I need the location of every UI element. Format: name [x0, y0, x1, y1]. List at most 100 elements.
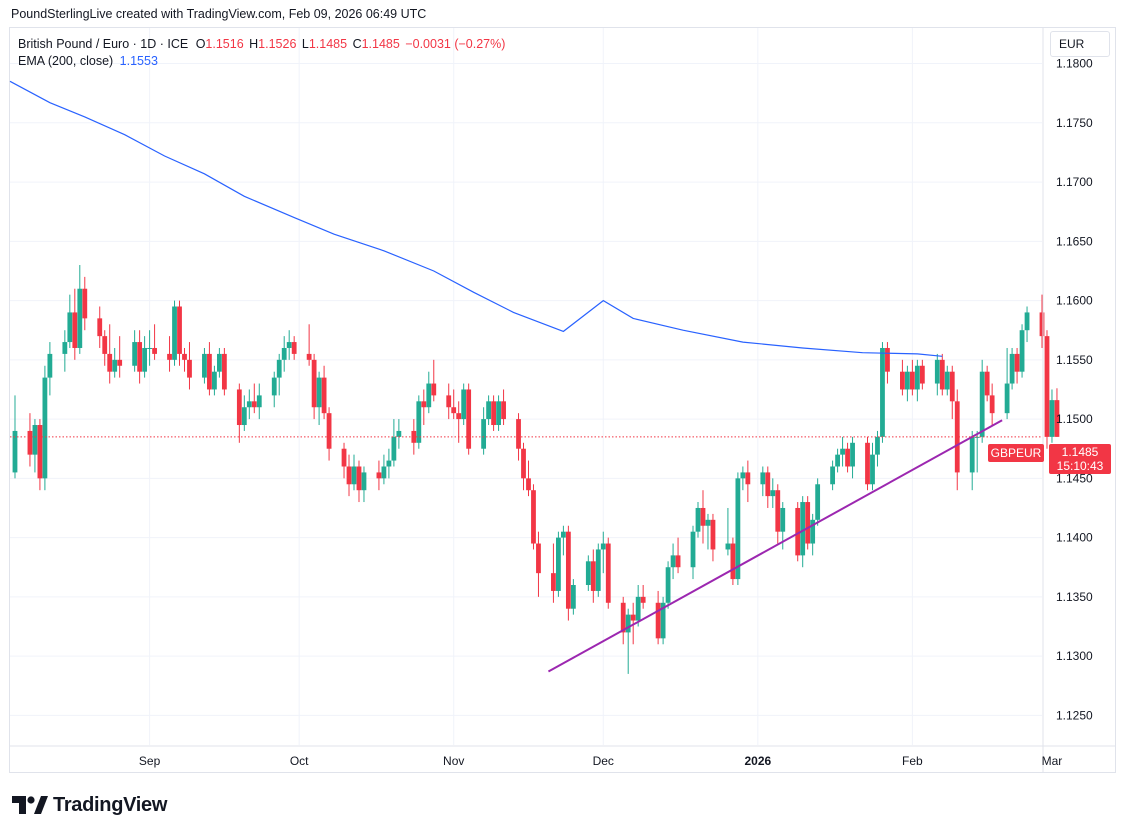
- candle-body: [306, 353, 312, 360]
- candle: [451, 389, 457, 420]
- candle: [705, 513, 711, 550]
- candle-body: [316, 377, 322, 408]
- candle-body: [456, 413, 462, 420]
- candle-body: [1054, 400, 1060, 437]
- candle: [137, 330, 143, 384]
- candle-body: [780, 507, 786, 532]
- candle: [875, 430, 880, 467]
- candle-body: [107, 353, 113, 372]
- candle-body: [585, 561, 591, 586]
- symbol-tag: GBPEUR: [988, 444, 1044, 462]
- candle: [885, 342, 890, 384]
- candle-body: [710, 519, 716, 550]
- candle: [456, 401, 462, 443]
- candle: [521, 442, 526, 491]
- time-axis: Sep Oct Nov Dec 2026 Feb Mar: [139, 754, 1062, 768]
- candle: [311, 353, 317, 420]
- candle: [97, 306, 103, 348]
- candle-body: [271, 377, 277, 396]
- candle: [700, 490, 706, 544]
- open-value: 1.1516: [205, 37, 244, 51]
- candle: [949, 365, 955, 420]
- candle: [556, 531, 561, 597]
- candle: [526, 460, 531, 497]
- candle: [381, 454, 387, 485]
- price-tick-label: 1.1700: [1056, 175, 1093, 189]
- price-axis: 1.1250 1.1300 1.1350 1.1400 1.1450 1.1500 1.15…: [1056, 57, 1093, 723]
- candle: [1049, 389, 1055, 443]
- price-tick-label: 1.1250: [1056, 708, 1093, 722]
- candle: [1039, 294, 1045, 348]
- candle: [1014, 347, 1020, 384]
- candle: [32, 419, 38, 473]
- candle-body: [42, 377, 48, 479]
- bar-countdown: 15:10:43: [1056, 459, 1104, 473]
- candle: [256, 383, 262, 420]
- candle-body: [82, 288, 88, 319]
- candle: [501, 389, 506, 426]
- candle: [815, 478, 821, 526]
- candle-body: [37, 425, 43, 479]
- ema-label[interactable]: EMA (200, close): [18, 54, 114, 68]
- candle-body: [635, 596, 641, 621]
- last-price-tag: 1.1485 15:10:43: [1049, 444, 1111, 474]
- candle-body: [376, 472, 382, 479]
- candle: [107, 324, 113, 384]
- candle: [1019, 324, 1025, 378]
- candle-body: [765, 472, 771, 497]
- symbol-title[interactable]: British Pound / Euro · 1D · ICE: [18, 37, 189, 51]
- candle-body: [900, 371, 905, 390]
- candle-body: [595, 549, 601, 591]
- candle: [590, 549, 596, 603]
- tradingview-logo[interactable]: TradingView: [12, 793, 167, 817]
- candle-body: [865, 442, 870, 485]
- candle-body: [241, 407, 247, 426]
- candle-body: [177, 306, 182, 354]
- candle: [660, 596, 666, 645]
- candle: [775, 484, 781, 544]
- candle: [421, 389, 427, 426]
- candle-body: [341, 448, 347, 467]
- candle: [665, 561, 671, 609]
- candle: [461, 383, 467, 426]
- candle: [216, 347, 222, 378]
- currency-selector[interactable]: EUR: [1050, 31, 1110, 57]
- time-tick-label: Mar: [1042, 754, 1063, 768]
- candle-body: [321, 377, 327, 414]
- candle: [62, 330, 68, 372]
- candle-body: [705, 519, 711, 526]
- candle: [810, 513, 816, 556]
- candle-body: [590, 561, 596, 591]
- candle: [710, 513, 716, 562]
- candle-body: [461, 389, 467, 420]
- candle-body: [1039, 312, 1045, 337]
- candle-body: [167, 353, 172, 360]
- candle-body: [381, 466, 387, 479]
- candle-body: [730, 543, 736, 580]
- candle: [351, 454, 357, 491]
- price-tick-label: 1.1450: [1056, 471, 1093, 485]
- candle-body: [875, 436, 880, 455]
- candle-body: [1014, 353, 1020, 372]
- chart-frame: [9, 27, 1116, 773]
- candle: [830, 460, 836, 491]
- candle-body: [655, 602, 661, 639]
- candle: [187, 342, 192, 390]
- time-tick-label: Nov: [443, 754, 464, 768]
- candle-body: [560, 531, 566, 538]
- candle: [177, 300, 182, 366]
- candle: [740, 466, 746, 491]
- candle-body: [137, 342, 143, 372]
- candle-body: [810, 519, 816, 544]
- candle: [431, 359, 437, 402]
- candle: [944, 365, 950, 396]
- candle-body: [620, 602, 626, 633]
- candle: [112, 347, 118, 378]
- candle: [954, 389, 960, 491]
- candle-body: [102, 336, 108, 354]
- change-value: −0.0031 (−0.27%): [405, 37, 506, 51]
- candle: [934, 353, 940, 396]
- candle: [635, 585, 641, 627]
- candle-body: [207, 353, 212, 390]
